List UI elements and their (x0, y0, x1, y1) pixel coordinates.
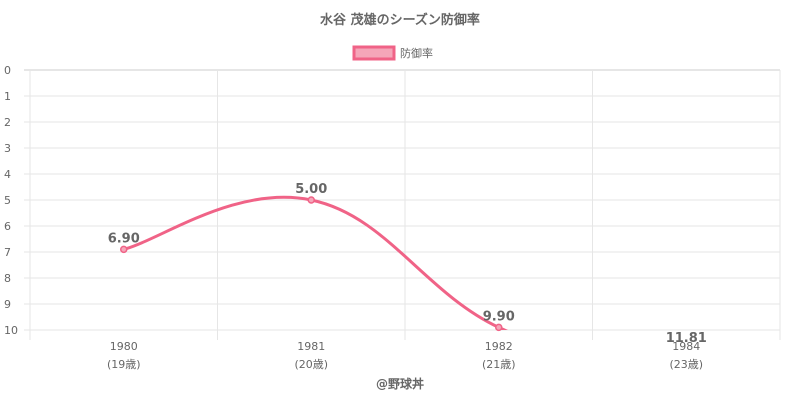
legend-label[interactable]: 防御率 (400, 46, 433, 60)
data-label: 6.90 (108, 231, 140, 246)
y-tick-label: 7 (4, 246, 11, 259)
x-tick-label: 1980 (110, 340, 138, 353)
y-tick-label: 4 (4, 168, 11, 181)
x-tick-sublabel: (19歳) (107, 358, 141, 371)
credit-label: @野球丼 (376, 376, 424, 391)
data-point (307, 196, 315, 204)
y-tick-label: 6 (4, 220, 11, 233)
y-tick-label: 8 (4, 272, 11, 285)
y-tick-label: 1 (4, 90, 11, 103)
data-label: 9.90 (483, 309, 515, 324)
chart-title: 水谷 茂雄のシーズン防御率 (320, 12, 480, 28)
data-label: 11.81 (666, 331, 707, 346)
x-tick-label: 1984 (672, 340, 700, 353)
y-tick-label: 9 (4, 298, 11, 311)
x-tick-sublabel: (21歳) (482, 358, 516, 371)
grid (24, 69, 781, 340)
y-axis: 0 1 2 3 4 5 6 7 8 9 10 (4, 64, 18, 337)
y-tick-label: 0 (4, 64, 11, 77)
y-tick-label: 10 (4, 324, 18, 337)
series-era: 6.90 5.00 9.90 11.81 (108, 182, 707, 346)
x-tick-sublabel: (23歳) (669, 358, 703, 371)
data-point (120, 245, 128, 254)
data-point (495, 323, 503, 332)
legend-swatch[interactable] (352, 45, 396, 61)
x-tick-sublabel: (20歳) (294, 358, 328, 371)
data-label: 5.00 (295, 182, 327, 197)
series-line (123, 195, 509, 330)
y-tick-label: 5 (4, 194, 11, 207)
y-tick-label: 3 (4, 142, 11, 155)
y-tick-label: 2 (4, 116, 11, 129)
x-tick-label: 1981 (297, 340, 325, 353)
x-axis: 1980 (19歳) 1981 (20歳) 1982 (21歳) 1984 (23歳) (107, 340, 703, 371)
x-tick-label: 1982 (485, 340, 513, 353)
